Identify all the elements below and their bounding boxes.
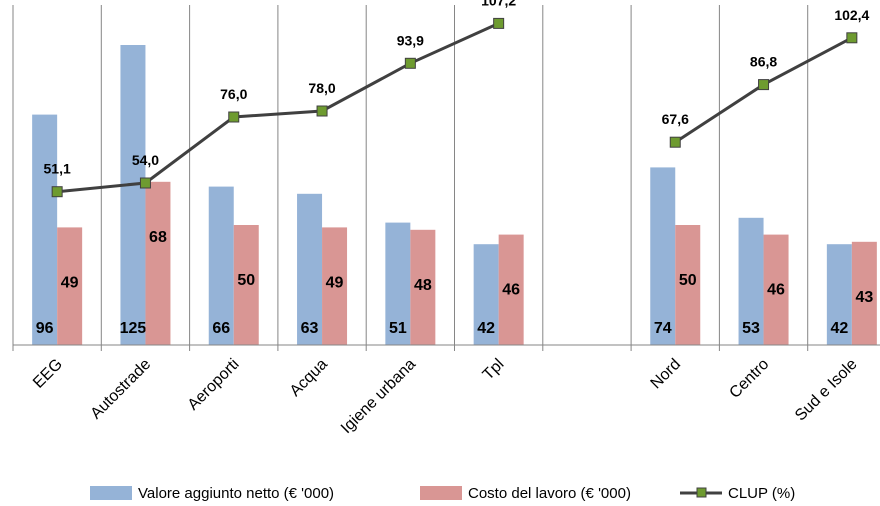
clup-marker-tpl: [493, 17, 505, 29]
clup-marker-acqua: [316, 105, 328, 117]
bar-valore-tpl: [473, 244, 499, 345]
bar-label-costo-acqua: 49: [326, 274, 344, 291]
legend-swatch-valore: [90, 486, 132, 500]
bar-valore-nord: [650, 167, 676, 345]
clup-label-eeg: 51,1: [44, 161, 71, 177]
bar-costo-acqua: [322, 227, 348, 345]
category-label-acqua: Acqua: [287, 356, 331, 400]
legend-label-clup: CLUP (%): [728, 485, 795, 502]
clup-label-acqua: 78,0: [308, 80, 335, 96]
category-label-aeroporti: Aeroporti: [185, 356, 243, 414]
category-label-eeg: EEG: [30, 356, 66, 392]
clup-marker-igiene-urbana: [404, 57, 416, 69]
clup-label-autostrade: 54,0: [132, 152, 159, 168]
bar-valore-eeg: [32, 114, 58, 345]
clup-marker-nord: [669, 136, 681, 148]
bar-valore-igiene-urbana: [385, 222, 411, 345]
bar-label-valore-igiene-urbana: 51: [389, 320, 407, 337]
bar-valore-centro: [738, 217, 764, 345]
bar-label-costo-igiene-urbana: 48: [414, 277, 432, 294]
bar-label-valore-sud-e-isole: 42: [830, 320, 848, 337]
clup-marker-autostrade: [139, 177, 151, 189]
bar-label-costo-centro: 46: [767, 282, 785, 299]
legend-label-costo: Costo del lavoro (€ '000): [468, 485, 631, 502]
bar-label-valore-tpl: 42: [477, 320, 495, 337]
clup-label-centro: 86,8: [750, 54, 777, 70]
clup-label-sud-e-isole: 102,4: [834, 7, 869, 23]
bar-label-costo-nord: 50: [679, 272, 697, 289]
legend: Valore aggiunto netto (€ '000) Costo del…: [90, 485, 795, 502]
bar-label-costo-sud-e-isole: 43: [855, 289, 873, 306]
clup-marker-aeroporti: [228, 111, 240, 123]
bar-costo-sud-e-isole: [851, 241, 877, 345]
clup-label-igiene-urbana: 93,9: [397, 32, 424, 48]
bar-valore-autostrade: [120, 45, 146, 345]
category-label-autostrade: Autostrade: [88, 356, 155, 423]
bar-label-valore-autostrade: 125: [120, 320, 147, 337]
bars: 96 49 125 68 66 50 63 49 51 48 42 46 74 50 53 46 42 43: [32, 45, 877, 345]
category-label-sud-e-isole: Sud e Isole: [792, 356, 861, 425]
bar-label-valore-aeroporti: 66: [212, 320, 230, 337]
clup-series: 51,1 54,0 76,0 78,0 93,9 107,2 67,6 86,8 102,4: [44, 0, 870, 198]
clup-marker-centro: [758, 79, 770, 91]
bar-costo-centro: [763, 234, 789, 345]
bar-label-costo-autostrade: 68: [149, 229, 167, 246]
clup-label-aeroporti: 76,0: [220, 86, 247, 102]
bar-label-valore-eeg: 96: [36, 320, 54, 337]
legend-marker-clup: [696, 487, 707, 498]
category-label-igiene-urbana: Igiene urbana: [338, 356, 419, 437]
bar-costo-eeg: [57, 227, 83, 345]
category-separators: [12, 5, 809, 351]
bar-costo-aeroporti: [233, 225, 259, 345]
bar-label-costo-tpl: 46: [502, 282, 520, 299]
bar-costo-igiene-urbana: [410, 229, 436, 345]
category-label-nord: Nord: [648, 356, 685, 393]
clup-marker-sud-e-isole: [846, 32, 858, 44]
bar-label-costo-aeroporti: 50: [237, 272, 255, 289]
legend-swatch-costo: [420, 486, 462, 500]
legend-label-valore: Valore aggiunto netto (€ '000): [138, 485, 334, 502]
bar-valore-sud-e-isole: [826, 244, 852, 345]
bar-label-valore-nord: 74: [654, 320, 672, 337]
bar-valore-aeroporti: [208, 186, 234, 345]
bar-label-valore-acqua: 63: [301, 320, 319, 337]
bar-label-valore-centro: 53: [742, 320, 760, 337]
category-label-tpl: Tpl: [480, 356, 508, 384]
clup-line: [57, 22, 500, 194]
bar-label-costo-eeg: 49: [61, 274, 79, 291]
clup-marker-eeg: [51, 186, 63, 198]
clup-label-nord: 67,6: [662, 111, 689, 127]
category-labels: EEG Autostrade Aeroporti Acqua Igiene urbana…: [30, 356, 861, 437]
bar-valore-acqua: [297, 193, 323, 345]
clup-label-tpl: 107,2: [481, 0, 516, 8]
category-label-centro: Centro: [726, 356, 772, 402]
bar-costo-autostrade: [145, 181, 171, 345]
bar-costo-tpl: [498, 234, 524, 345]
bar-costo-nord: [675, 225, 701, 345]
